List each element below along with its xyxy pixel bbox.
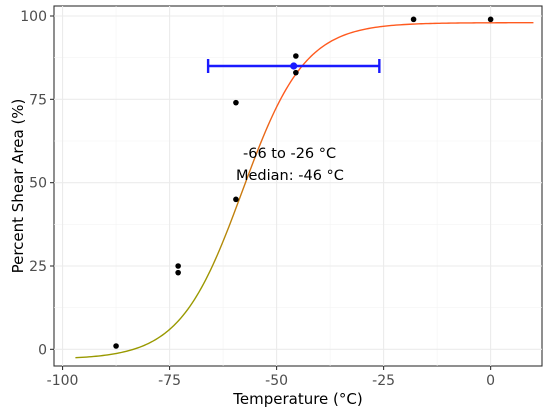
error-bar-median-point: [290, 62, 298, 70]
y-axis-title: Percent Shear Area (%): [9, 99, 27, 274]
y-tick-label: 0: [38, 342, 47, 358]
data-point: [487, 16, 494, 23]
annotation-median: Median: -46 °C: [236, 168, 344, 184]
data-point: [175, 263, 181, 269]
y-tick-label: 75: [29, 92, 47, 108]
data-point: [293, 69, 299, 76]
annotation-range: -66 to -26 °C: [243, 146, 336, 162]
data-point: [233, 196, 239, 203]
x-axis-title: Temperature (°C): [232, 390, 362, 408]
y-tick-label: 100: [20, 9, 47, 25]
data-point: [293, 53, 299, 59]
data-point: [410, 16, 417, 23]
error-bar: [206, 59, 381, 73]
fit-curve: [75, 22, 534, 359]
x-tick-label: -50: [265, 373, 288, 389]
panel-background: [53, 5, 543, 367]
x-axis-ticks: -100 -75 -50 -25 0: [47, 366, 495, 389]
y-tick-label: 25: [29, 259, 47, 275]
y-tick-label: 50: [29, 176, 47, 192]
data-point: [233, 99, 239, 106]
x-tick-label: 0: [486, 373, 495, 389]
fit-curve-line: [75, 22, 534, 359]
data-point: [175, 269, 181, 276]
x-tick-label: -75: [158, 373, 181, 389]
data-point: [113, 343, 119, 349]
x-tick-label: -100: [47, 373, 79, 389]
y-axis-ticks: 0 25 50 75 100: [20, 9, 54, 358]
data-points: [113, 16, 494, 349]
x-tick-label: -25: [372, 373, 395, 389]
